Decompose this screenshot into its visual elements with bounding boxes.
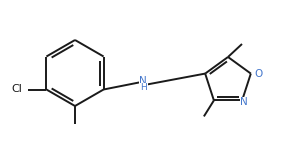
Text: O: O	[255, 69, 263, 79]
Text: Cl: Cl	[11, 84, 23, 95]
Text: N: N	[240, 97, 248, 107]
Text: N: N	[139, 76, 147, 86]
Text: H: H	[140, 83, 146, 92]
